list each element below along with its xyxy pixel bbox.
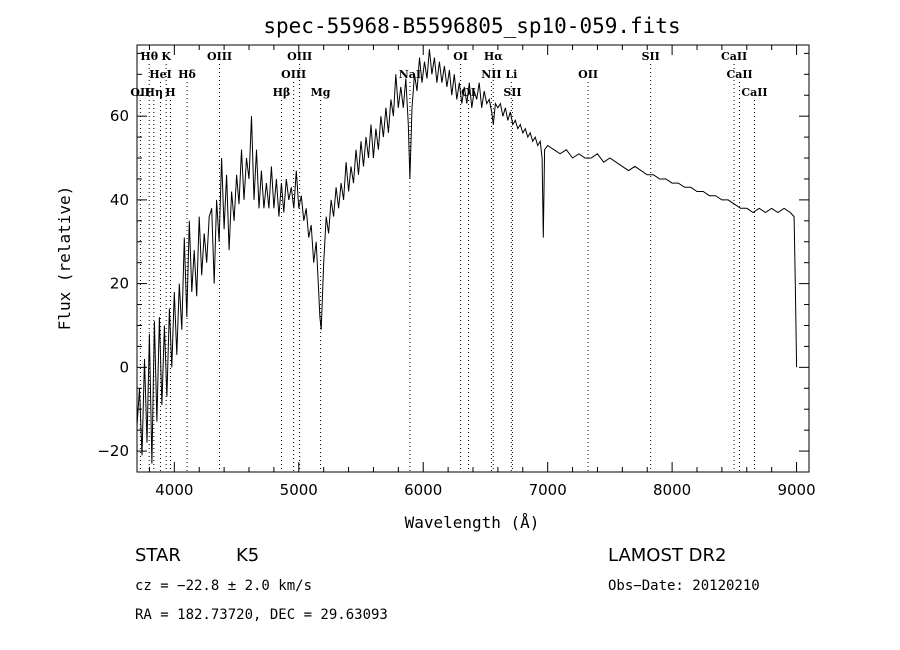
chart-title: spec-55968-B5596805_sp10-059.fits — [263, 14, 680, 38]
line-marker-label-20: CaII — [721, 50, 747, 63]
spectrum-series — [136, 49, 798, 464]
plot-frame — [136, 44, 810, 473]
x-tick-label: 9000 — [777, 481, 815, 499]
line-marker-label-0: Hθ — [140, 50, 158, 63]
x-axis-label: Wavelength (Å) — [405, 513, 540, 532]
observation-date: Obs−Date: 20120210 — [608, 578, 760, 594]
y-tick-label: 20 — [110, 275, 129, 293]
line-marker-label-2: HeI — [149, 68, 172, 81]
redshift-info: cz = −22.8 ± 2.0 km/s — [135, 578, 312, 594]
line-marker-label-22: CaII — [741, 86, 767, 99]
y-tick-label: 0 — [119, 358, 129, 376]
object-subclass: K5 — [236, 545, 259, 566]
y-tick-label: 40 — [110, 191, 129, 209]
line-marker-label-6: H — [165, 86, 175, 99]
line-marker-label-7: OIII — [207, 50, 232, 63]
y-tick-label: 60 — [110, 107, 129, 125]
line-marker-label-8: Hβ — [273, 86, 291, 99]
line-marker-label-9: OIII — [287, 50, 312, 63]
y-tick-label: −20 — [97, 442, 129, 460]
line-marker-label-10: OIII — [281, 68, 306, 81]
x-tick-label: 8000 — [653, 481, 691, 499]
line-marker-label-1: K — [161, 50, 171, 63]
line-marker-label-21: CaII — [726, 68, 752, 81]
line-marker-label-13: Hα — [484, 50, 503, 63]
x-tick-label: 4000 — [155, 481, 193, 499]
axes: 4000 5000 6000 7000 8000 9000 −20 0 20 40 60 — [97, 45, 816, 499]
line-marker-label-18: OII — [578, 68, 598, 81]
line-marker-label-14: NII — [481, 68, 501, 81]
line-marker-label-4: OII — [130, 86, 150, 99]
line-marker-label-19: SII — [642, 50, 660, 63]
line-marker-label-11: Mg — [311, 86, 331, 99]
coordinates-info: RA = 182.73720, DEC = 29.63093 — [135, 607, 388, 623]
x-tick-label: 5000 — [280, 481, 318, 499]
x-tick-label: 7000 — [529, 481, 567, 499]
y-axis-label: Flux (relative) — [55, 186, 74, 331]
line-marker-label-5: Hη — [145, 86, 163, 99]
line-marker-label-12: OI — [453, 50, 468, 63]
survey-name: LAMOST DR2 — [608, 545, 726, 566]
spectrum-line-0 — [136, 49, 798, 464]
x-tick-label: 6000 — [404, 481, 442, 499]
object-class: STAR — [135, 545, 181, 566]
line-marker-label-3: Hδ — [178, 68, 196, 81]
line-marker-label-15: Li — [505, 68, 517, 81]
line-marker-label-17: SII — [503, 86, 521, 99]
